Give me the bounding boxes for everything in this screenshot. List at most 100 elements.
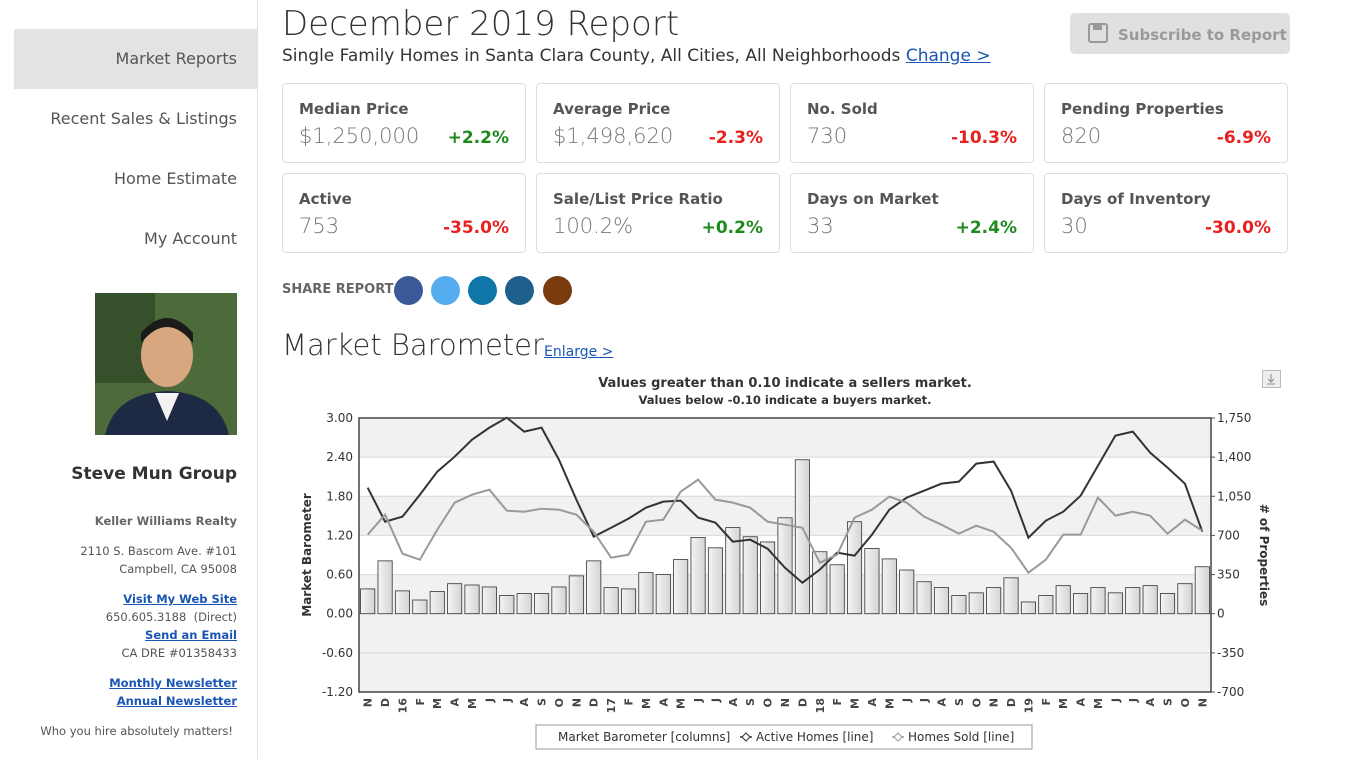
save-icon xyxy=(1088,23,1108,43)
share-facebook[interactable] xyxy=(394,276,423,305)
bar xyxy=(864,548,880,615)
download-icon[interactable] xyxy=(1262,370,1281,388)
bar xyxy=(760,541,776,615)
bar xyxy=(899,569,915,615)
nav-item[interactable]: Recent Sales & Listings xyxy=(50,109,237,128)
x-tick-label: M xyxy=(849,698,862,709)
x-tick-label: 16 xyxy=(396,698,409,714)
share-email[interactable] xyxy=(543,276,572,305)
bar xyxy=(1003,577,1019,615)
stat-value: $1,498,620 xyxy=(553,124,674,148)
x-tick-label: A xyxy=(866,698,879,707)
legend-label: Active Homes [line] xyxy=(756,730,873,744)
agent-photo xyxy=(95,293,237,435)
x-tick-label: 19 xyxy=(1022,698,1035,713)
bar xyxy=(1038,595,1054,615)
agent-company: Keller Williams Realty xyxy=(94,514,237,528)
x-tick-label: N xyxy=(988,698,1001,707)
x-tick-label: J xyxy=(692,698,705,703)
stat-change: +2.2% xyxy=(447,128,509,148)
stat-value: 100.2% xyxy=(553,214,634,238)
x-tick-label: A xyxy=(727,698,740,707)
x-tick-label: N xyxy=(779,698,792,707)
y-tick-label: 2.40 xyxy=(326,450,353,464)
x-tick-label: F xyxy=(831,698,844,706)
bar xyxy=(638,572,654,615)
chart-title: Values greater than 0.10 indicate a sell… xyxy=(598,376,972,391)
bar xyxy=(881,558,897,615)
plot-border xyxy=(358,417,1212,693)
subtitle-text: Single Family Homes in Santa Clara Count… xyxy=(282,46,901,66)
share-label: SHARE REPORT xyxy=(282,282,394,297)
sidebar-divider xyxy=(257,0,258,759)
x-tick-label: S xyxy=(953,698,966,706)
x-tick-label: S xyxy=(536,698,549,706)
x-tick-label: J xyxy=(483,698,496,703)
y-tick-label: 1.20 xyxy=(326,528,353,542)
legend-box xyxy=(535,724,1033,750)
bar xyxy=(1055,585,1071,615)
y-tick-label: -1.20 xyxy=(322,685,353,699)
bar xyxy=(464,584,480,615)
nav-item[interactable]: My Account xyxy=(144,229,237,248)
x-tick-label: D xyxy=(588,698,601,707)
x-tick-label: 17 xyxy=(605,698,618,713)
enlarge-link[interactable]: Enlarge > xyxy=(544,344,614,360)
bar xyxy=(1020,601,1036,615)
nav-item[interactable]: Home Estimate xyxy=(113,169,237,188)
y2-tick-label: 1,750 xyxy=(1217,411,1251,425)
share-print[interactable] xyxy=(505,276,534,305)
stat-card: Active 753 -35.0% xyxy=(282,173,526,253)
bar xyxy=(499,595,515,615)
stat-change: -10.3% xyxy=(950,128,1017,148)
agent-address: 2110 S. Bascom Ave. #101 xyxy=(80,544,237,558)
newsletter-link[interactable]: Monthly Newsletter xyxy=(109,676,237,690)
stat-label: Pending Properties xyxy=(1061,100,1224,118)
x-tick-label: D xyxy=(379,698,392,707)
x-tick-label: J xyxy=(918,698,931,703)
bar xyxy=(586,560,602,615)
y-tick-label: 1.80 xyxy=(326,489,353,503)
x-tick-label: A xyxy=(657,698,670,707)
x-tick-label: O xyxy=(970,698,983,707)
y2-tick-label: -350 xyxy=(1217,646,1244,660)
report-subtitle: Single Family Homes in Santa Clara Count… xyxy=(282,46,991,66)
bar xyxy=(603,587,619,615)
x-tick-label: A xyxy=(1144,698,1157,707)
share-twitter[interactable] xyxy=(431,276,460,305)
x-tick-label: M xyxy=(675,698,688,709)
x-tick-label: N xyxy=(570,698,583,707)
stat-change: +2.4% xyxy=(955,218,1017,238)
stat-change: -35.0% xyxy=(442,218,509,238)
change-link[interactable]: Change > xyxy=(905,46,991,66)
x-tick-label: O xyxy=(1179,698,1192,707)
bar xyxy=(620,588,637,615)
chart-subtitle: Values below -0.10 indicate a buyers mar… xyxy=(638,393,931,407)
stat-value: 30 xyxy=(1061,214,1088,238)
y-tick-label: -0.60 xyxy=(322,646,353,660)
website-link[interactable]: Visit My Web Site xyxy=(123,592,237,606)
stat-card: Average Price $1,498,620 -2.3% xyxy=(536,83,780,163)
agent-address: Campbell, CA 95008 xyxy=(119,562,237,576)
bar xyxy=(1073,593,1089,615)
stat-card: Days on Market 33 +2.4% xyxy=(790,173,1034,253)
email-link[interactable]: Send an Email xyxy=(145,628,237,642)
line xyxy=(366,478,1203,575)
subscribe-button[interactable]: Subscribe to Report xyxy=(1070,13,1290,54)
grid-band xyxy=(359,613,1211,653)
nav-item[interactable]: Market Reports xyxy=(14,29,257,89)
y2-tick-label: 0 xyxy=(1217,607,1225,621)
chart: Values greater than 0.10 indicate a sell… xyxy=(300,376,1271,750)
bar xyxy=(516,593,532,615)
x-tick-label: F xyxy=(414,698,427,706)
grid-band xyxy=(359,652,1211,692)
share-linkedin[interactable] xyxy=(468,276,497,305)
x-tick-label: A xyxy=(518,698,531,707)
newsletter-link[interactable]: Annual Newsletter xyxy=(116,694,237,708)
bar xyxy=(412,599,428,615)
x-tick-label: M xyxy=(1057,698,1070,709)
bar xyxy=(1107,592,1123,615)
bar xyxy=(707,547,723,615)
stat-label: Median Price xyxy=(299,100,409,118)
bar xyxy=(377,560,393,615)
